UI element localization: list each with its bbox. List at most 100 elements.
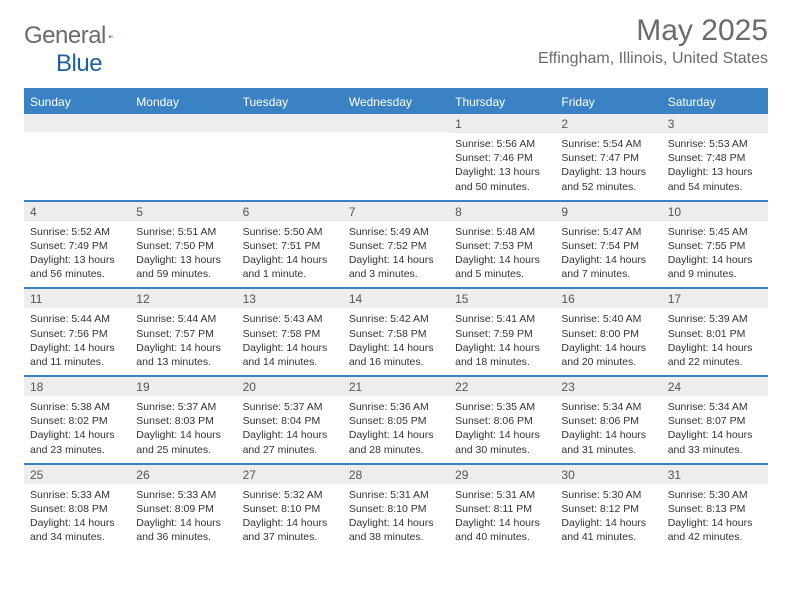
day-number: 14 <box>343 289 449 308</box>
calendar-day: 11Sunrise: 5:44 AMSunset: 7:56 PMDayligh… <box>24 287 130 375</box>
daylight-text: Daylight: 14 hours and 33 minutes. <box>668 428 762 456</box>
sunrise-text: Sunrise: 5:30 AM <box>561 488 655 502</box>
calendar-day: 23Sunrise: 5:34 AMSunset: 8:06 PMDayligh… <box>555 375 661 463</box>
sunset-text: Sunset: 7:47 PM <box>561 151 655 165</box>
sunset-text: Sunset: 8:08 PM <box>30 502 124 516</box>
logo-sail-icon <box>108 26 113 46</box>
daylight-text: Daylight: 14 hours and 27 minutes. <box>243 428 337 456</box>
sunset-text: Sunset: 8:06 PM <box>561 414 655 428</box>
daylight-text: Daylight: 14 hours and 3 minutes. <box>349 253 443 281</box>
day-number <box>343 114 449 132</box>
sunset-text: Sunset: 7:50 PM <box>136 239 230 253</box>
logo-text-general: General <box>24 22 106 50</box>
calendar-day: 21Sunrise: 5:36 AMSunset: 8:05 PMDayligh… <box>343 375 449 463</box>
calendar-day: 12Sunrise: 5:44 AMSunset: 7:57 PMDayligh… <box>130 287 236 375</box>
calendar-day: 8Sunrise: 5:48 AMSunset: 7:53 PMDaylight… <box>449 200 555 288</box>
daylight-text: Daylight: 14 hours and 14 minutes. <box>243 341 337 369</box>
calendar-day: 24Sunrise: 5:34 AMSunset: 8:07 PMDayligh… <box>662 375 768 463</box>
title-month: May 2025 <box>538 14 768 48</box>
day-number: 27 <box>237 465 343 484</box>
daylight-text: Daylight: 14 hours and 30 minutes. <box>455 428 549 456</box>
day-number: 19 <box>130 377 236 396</box>
sunset-text: Sunset: 8:02 PM <box>30 414 124 428</box>
day-number: 10 <box>662 202 768 221</box>
day-body: Sunrise: 5:56 AMSunset: 7:46 PMDaylight:… <box>449 133 555 194</box>
sunset-text: Sunset: 8:01 PM <box>668 327 762 341</box>
calendar-day: 4Sunrise: 5:52 AMSunset: 7:49 PMDaylight… <box>24 200 130 288</box>
day-number: 7 <box>343 202 449 221</box>
daylight-text: Daylight: 14 hours and 28 minutes. <box>349 428 443 456</box>
day-number: 16 <box>555 289 661 308</box>
day-number: 12 <box>130 289 236 308</box>
day-number: 3 <box>662 114 768 133</box>
calendar-day: 29Sunrise: 5:31 AMSunset: 8:11 PMDayligh… <box>449 463 555 551</box>
sunrise-text: Sunrise: 5:31 AM <box>455 488 549 502</box>
sunset-text: Sunset: 7:55 PM <box>668 239 762 253</box>
day-body: Sunrise: 5:49 AMSunset: 7:52 PMDaylight:… <box>343 221 449 282</box>
calendar-day: 27Sunrise: 5:32 AMSunset: 8:10 PMDayligh… <box>237 463 343 551</box>
sunset-text: Sunset: 8:13 PM <box>668 502 762 516</box>
daylight-text: Daylight: 14 hours and 42 minutes. <box>668 516 762 544</box>
day-number: 6 <box>237 202 343 221</box>
day-number: 24 <box>662 377 768 396</box>
day-number: 29 <box>449 465 555 484</box>
day-number: 4 <box>24 202 130 221</box>
sunrise-text: Sunrise: 5:44 AM <box>30 312 124 326</box>
daylight-text: Daylight: 14 hours and 18 minutes. <box>455 341 549 369</box>
day-body: Sunrise: 5:39 AMSunset: 8:01 PMDaylight:… <box>662 308 768 369</box>
calendar-day: 26Sunrise: 5:33 AMSunset: 8:09 PMDayligh… <box>130 463 236 551</box>
daylight-text: Daylight: 14 hours and 36 minutes. <box>136 516 230 544</box>
sunset-text: Sunset: 7:58 PM <box>349 327 443 341</box>
day-number: 1 <box>449 114 555 133</box>
sunset-text: Sunset: 8:12 PM <box>561 502 655 516</box>
daylight-text: Daylight: 14 hours and 38 minutes. <box>349 516 443 544</box>
sunset-text: Sunset: 8:09 PM <box>136 502 230 516</box>
day-body: Sunrise: 5:37 AMSunset: 8:03 PMDaylight:… <box>130 396 236 457</box>
calendar-day: 22Sunrise: 5:35 AMSunset: 8:06 PMDayligh… <box>449 375 555 463</box>
calendar-day: 3Sunrise: 5:53 AMSunset: 7:48 PMDaylight… <box>662 114 768 200</box>
weeks-container: 1Sunrise: 5:56 AMSunset: 7:46 PMDaylight… <box>24 114 768 550</box>
sunset-text: Sunset: 8:10 PM <box>349 502 443 516</box>
sunrise-text: Sunrise: 5:34 AM <box>561 400 655 414</box>
daylight-text: Daylight: 13 hours and 52 minutes. <box>561 165 655 193</box>
daylight-text: Daylight: 14 hours and 23 minutes. <box>30 428 124 456</box>
calendar-week: 25Sunrise: 5:33 AMSunset: 8:08 PMDayligh… <box>24 463 768 551</box>
sunrise-text: Sunrise: 5:43 AM <box>243 312 337 326</box>
sunset-text: Sunset: 8:07 PM <box>668 414 762 428</box>
daylight-text: Daylight: 13 hours and 50 minutes. <box>455 165 549 193</box>
day-number: 26 <box>130 465 236 484</box>
calendar-day: 19Sunrise: 5:37 AMSunset: 8:03 PMDayligh… <box>130 375 236 463</box>
sunrise-text: Sunrise: 5:30 AM <box>668 488 762 502</box>
title-block: May 2025 Effingham, Illinois, United Sta… <box>538 14 768 68</box>
daylight-text: Daylight: 14 hours and 37 minutes. <box>243 516 337 544</box>
sunrise-text: Sunrise: 5:37 AM <box>136 400 230 414</box>
daylight-text: Daylight: 14 hours and 22 minutes. <box>668 341 762 369</box>
day-body: Sunrise: 5:51 AMSunset: 7:50 PMDaylight:… <box>130 221 236 282</box>
calendar-day: 14Sunrise: 5:42 AMSunset: 7:58 PMDayligh… <box>343 287 449 375</box>
sunrise-text: Sunrise: 5:50 AM <box>243 225 337 239</box>
daylight-text: Daylight: 14 hours and 9 minutes. <box>668 253 762 281</box>
dow-header: Thursday <box>449 90 555 114</box>
calendar-week: 11Sunrise: 5:44 AMSunset: 7:56 PMDayligh… <box>24 287 768 375</box>
day-number: 20 <box>237 377 343 396</box>
day-number: 9 <box>555 202 661 221</box>
sunrise-text: Sunrise: 5:49 AM <box>349 225 443 239</box>
day-body: Sunrise: 5:32 AMSunset: 8:10 PMDaylight:… <box>237 484 343 545</box>
sunset-text: Sunset: 7:59 PM <box>455 327 549 341</box>
day-body: Sunrise: 5:30 AMSunset: 8:13 PMDaylight:… <box>662 484 768 545</box>
sunrise-text: Sunrise: 5:53 AM <box>668 137 762 151</box>
day-number <box>130 114 236 132</box>
sunset-text: Sunset: 7:46 PM <box>455 151 549 165</box>
calendar-day: 30Sunrise: 5:30 AMSunset: 8:12 PMDayligh… <box>555 463 661 551</box>
sunset-text: Sunset: 8:11 PM <box>455 502 549 516</box>
daylight-text: Daylight: 14 hours and 41 minutes. <box>561 516 655 544</box>
sunset-text: Sunset: 7:57 PM <box>136 327 230 341</box>
day-number: 22 <box>449 377 555 396</box>
sunset-text: Sunset: 8:03 PM <box>136 414 230 428</box>
sunset-text: Sunset: 7:51 PM <box>243 239 337 253</box>
day-body: Sunrise: 5:38 AMSunset: 8:02 PMDaylight:… <box>24 396 130 457</box>
calendar-day: 10Sunrise: 5:45 AMSunset: 7:55 PMDayligh… <box>662 200 768 288</box>
sunset-text: Sunset: 7:49 PM <box>30 239 124 253</box>
day-body: Sunrise: 5:31 AMSunset: 8:11 PMDaylight:… <box>449 484 555 545</box>
day-body: Sunrise: 5:37 AMSunset: 8:04 PMDaylight:… <box>237 396 343 457</box>
